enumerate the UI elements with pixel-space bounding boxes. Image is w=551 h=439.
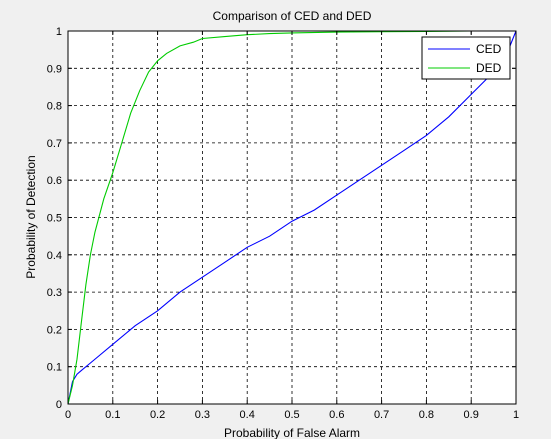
chart-title: Comparison of CED and DED — [213, 9, 372, 23]
x-tick-label: 0.3 — [195, 409, 210, 421]
y-tick-label: 0.7 — [47, 138, 62, 150]
x-tick-label: 0.2 — [150, 409, 165, 421]
y-tick-label: 0.2 — [47, 324, 62, 336]
legend: CED DED — [421, 36, 511, 80]
y-axis-label: Probability of Detection — [24, 155, 38, 278]
x-tick-label: 0.8 — [419, 409, 434, 421]
y-tick-label: 0 — [56, 399, 62, 411]
x-axis-label: Probability of False Alarm — [224, 426, 360, 439]
y-tick-label: 0.4 — [47, 250, 62, 262]
series-layer — [67, 30, 517, 405]
y-tick-label: 0.1 — [47, 362, 62, 374]
x-tick-label: 0.7 — [374, 409, 389, 421]
x-tick-labels: 0 0.1 0.2 0.3 0.4 0.5 0.6 0.7 0.8 0.9 1 — [65, 409, 519, 421]
legend-box — [421, 36, 511, 80]
x-tick-label: 0.5 — [284, 409, 299, 421]
x-tick-label: 0.9 — [464, 409, 479, 421]
x-tick-label: 0.6 — [329, 409, 344, 421]
x-tick-label: 1 — [513, 409, 519, 421]
series-line-ced — [67, 30, 517, 405]
x-tick-label: 0 — [65, 409, 71, 421]
series-line-ded — [67, 30, 516, 405]
y-tick-labels: 0 0.1 0.2 0.3 0.4 0.5 0.6 0.7 0.8 0.9 1 — [47, 26, 62, 411]
legend-label-ced: CED — [476, 42, 502, 56]
y-tick-label: 1 — [56, 26, 62, 38]
y-tick-label: 0.5 — [47, 213, 62, 225]
x-tick-label: 0.4 — [240, 409, 255, 421]
legend-label-ded: DED — [476, 61, 502, 75]
y-tick-label: 0.6 — [47, 175, 62, 187]
grid-lines — [68, 31, 516, 404]
y-tick-label: 0.9 — [47, 63, 62, 75]
y-tick-label: 0.3 — [47, 287, 62, 299]
tick-marks — [67, 30, 517, 405]
x-tick-label: 0.1 — [105, 409, 120, 421]
y-tick-label: 0.8 — [47, 101, 62, 113]
